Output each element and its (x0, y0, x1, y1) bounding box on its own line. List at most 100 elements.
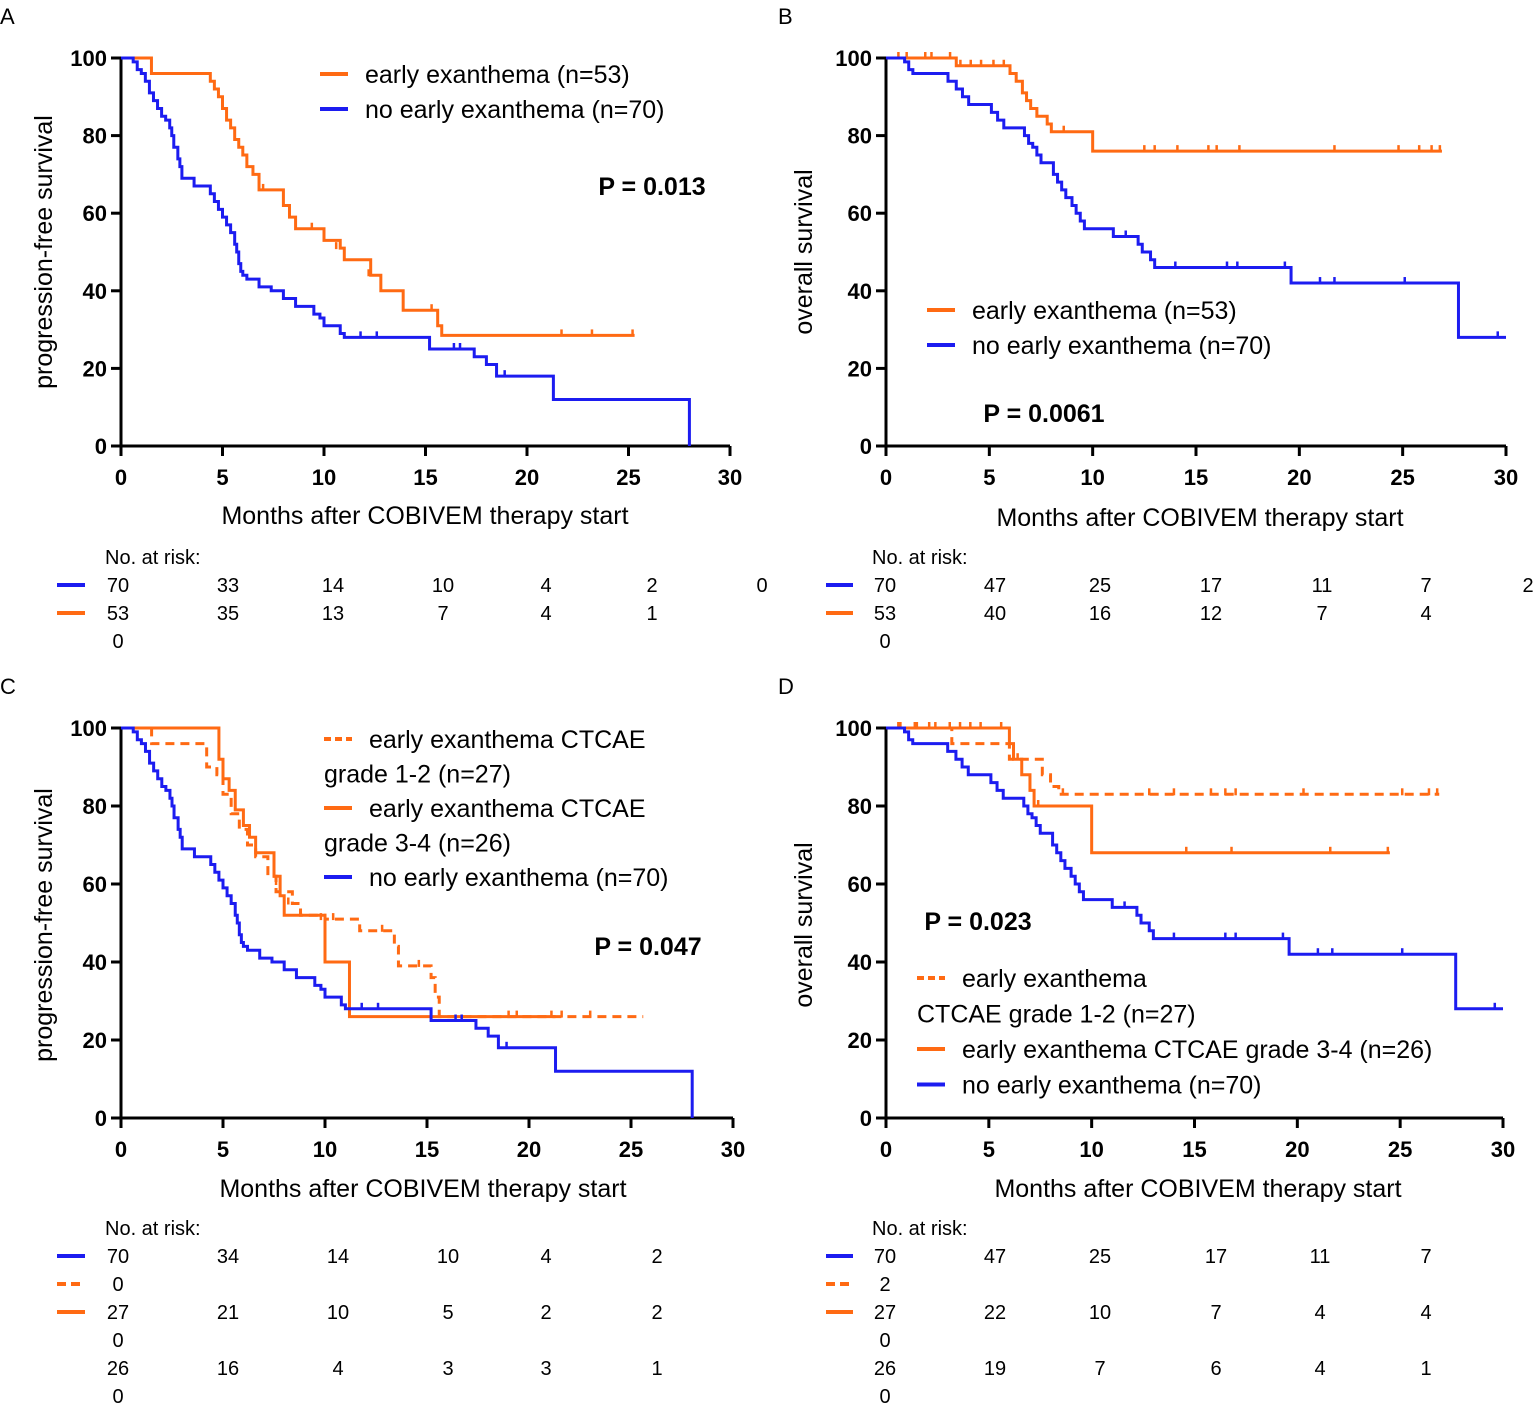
y-tick-label: 80 (83, 124, 107, 149)
y-tick-label: 0 (95, 434, 107, 459)
y-tick-label: 40 (83, 950, 107, 975)
x-tick-label: 0 (880, 1137, 892, 1162)
km-curve-blue (121, 726, 694, 1118)
km-curve-blue (886, 726, 1503, 1011)
legend-entry: CTCAE grade 1-2 (n=27) (917, 1001, 1196, 1029)
risk-value: 53 (107, 603, 129, 625)
y-tick-label: 40 (848, 950, 872, 975)
x-tick-label: 20 (515, 465, 539, 490)
risk-value: 7 (1420, 1246, 1431, 1268)
risk-value: 25 (1089, 575, 1111, 597)
risk-value: 6 (1210, 1358, 1221, 1380)
risk-value: 2 (646, 575, 657, 597)
risk-value: 25 (1089, 1246, 1111, 1268)
legend-entry: grade 3-4 (n=26) (324, 830, 511, 858)
risk-value: 11 (1310, 1246, 1331, 1268)
legend-entry: grade 1-2 (n=27) (324, 761, 511, 789)
x-tick-label: 30 (1494, 465, 1518, 490)
risk-value: 10 (327, 1302, 349, 1324)
panel-letter: A (0, 4, 15, 29)
risk-value: 47 (984, 575, 1006, 597)
y-tick-label: 40 (83, 279, 107, 304)
risk-value: 21 (217, 1302, 239, 1324)
legend-entry: no early exanthema (n=70) (369, 864, 669, 892)
risk-value: 70 (874, 1246, 896, 1268)
risk-value: 17 (1200, 575, 1222, 597)
risk-value: 5 (442, 1302, 453, 1324)
legend-entry: early exanthema CTCAE grade 3-4 (n=26) (962, 1036, 1432, 1064)
legend-entry: early exanthema CTCAE (369, 795, 646, 823)
risk-value: 11 (1312, 575, 1333, 597)
risk-value: 10 (1089, 1302, 1111, 1324)
risk-value: 27 (107, 1302, 129, 1324)
risk-value: 16 (1089, 603, 1111, 625)
risk-value: 4 (540, 1246, 551, 1268)
y-tick-label: 20 (83, 356, 107, 381)
x-tick-label: 0 (880, 465, 892, 490)
risk-value: 2 (651, 1246, 662, 1268)
risk-value: 4 (1420, 603, 1431, 625)
y-tick-label: 20 (83, 1028, 107, 1053)
risk-value: 0 (112, 631, 123, 653)
risk-value: 7 (1420, 575, 1431, 597)
risk-value: 14 (322, 575, 344, 597)
legend-entry: early exanthema (962, 965, 1147, 993)
y-tick-label: 100 (835, 46, 872, 71)
legend-entry: early exanthema (n=53) (365, 61, 630, 89)
y-tick-label: 60 (83, 872, 107, 897)
km-curve-orange (886, 56, 1442, 153)
y-tick-label: 0 (95, 1106, 107, 1131)
y-tick-label: 0 (860, 434, 872, 459)
risk-value: 53 (874, 603, 896, 625)
risk-value: 1 (1420, 1358, 1431, 1380)
risk-value: 19 (984, 1358, 1006, 1380)
km-curve-orange-dashed (121, 726, 644, 1019)
p-value-label: P = 0.023 (924, 908, 1031, 936)
x-tick-label: 5 (217, 1137, 229, 1162)
risk-value: 22 (984, 1302, 1006, 1324)
risk-value: 4 (540, 575, 551, 597)
risk-value: 7 (437, 603, 448, 625)
risk-value: 2 (651, 1302, 662, 1324)
legend-entry: early exanthema (n=53) (972, 297, 1237, 325)
x-tick-label: 30 (718, 465, 742, 490)
x-axis-label: Months after COBIVEM therapy start (996, 504, 1403, 532)
risk-value: 35 (217, 603, 239, 625)
risk-table-title: No. at risk: (872, 547, 968, 569)
risk-value: 2 (540, 1302, 551, 1324)
risk-value: 10 (432, 575, 454, 597)
y-tick-label: 80 (848, 794, 872, 819)
risk-value: 1 (651, 1358, 662, 1380)
y-tick-label: 0 (860, 1106, 872, 1131)
legend-entry: no early exanthema (n=70) (972, 332, 1272, 360)
risk-table-title: No. at risk: (105, 547, 201, 569)
panel-letter: C (0, 674, 16, 699)
y-axis-label: overall survival (790, 169, 818, 334)
risk-value: 7 (1316, 603, 1327, 625)
risk-value: 0 (112, 1386, 123, 1404)
x-tick-label: 15 (1184, 465, 1208, 490)
y-tick-label: 100 (835, 716, 872, 741)
y-tick-label: 80 (83, 794, 107, 819)
km-curve-blue (121, 56, 691, 446)
risk-value: 70 (107, 575, 129, 597)
risk-value: 4 (332, 1358, 343, 1380)
risk-value: 3 (540, 1358, 551, 1380)
x-tick-label: 25 (619, 1137, 643, 1162)
y-axis-label: overall survival (790, 842, 818, 1007)
legend-entry: no early exanthema (n=70) (365, 96, 665, 124)
x-tick-label: 15 (413, 465, 437, 490)
risk-value: 14 (327, 1246, 349, 1268)
risk-value: 27 (874, 1302, 896, 1324)
risk-value: 0 (756, 575, 767, 597)
x-tick-label: 10 (1079, 1137, 1103, 1162)
x-tick-label: 0 (115, 1137, 127, 1162)
legend-entry: no early exanthema (n=70) (962, 1072, 1262, 1100)
risk-value: 4 (540, 603, 551, 625)
risk-value: 0 (879, 1330, 890, 1352)
risk-value: 0 (112, 1330, 123, 1352)
km-curve-orange (121, 726, 556, 1019)
risk-value: 70 (874, 575, 896, 597)
